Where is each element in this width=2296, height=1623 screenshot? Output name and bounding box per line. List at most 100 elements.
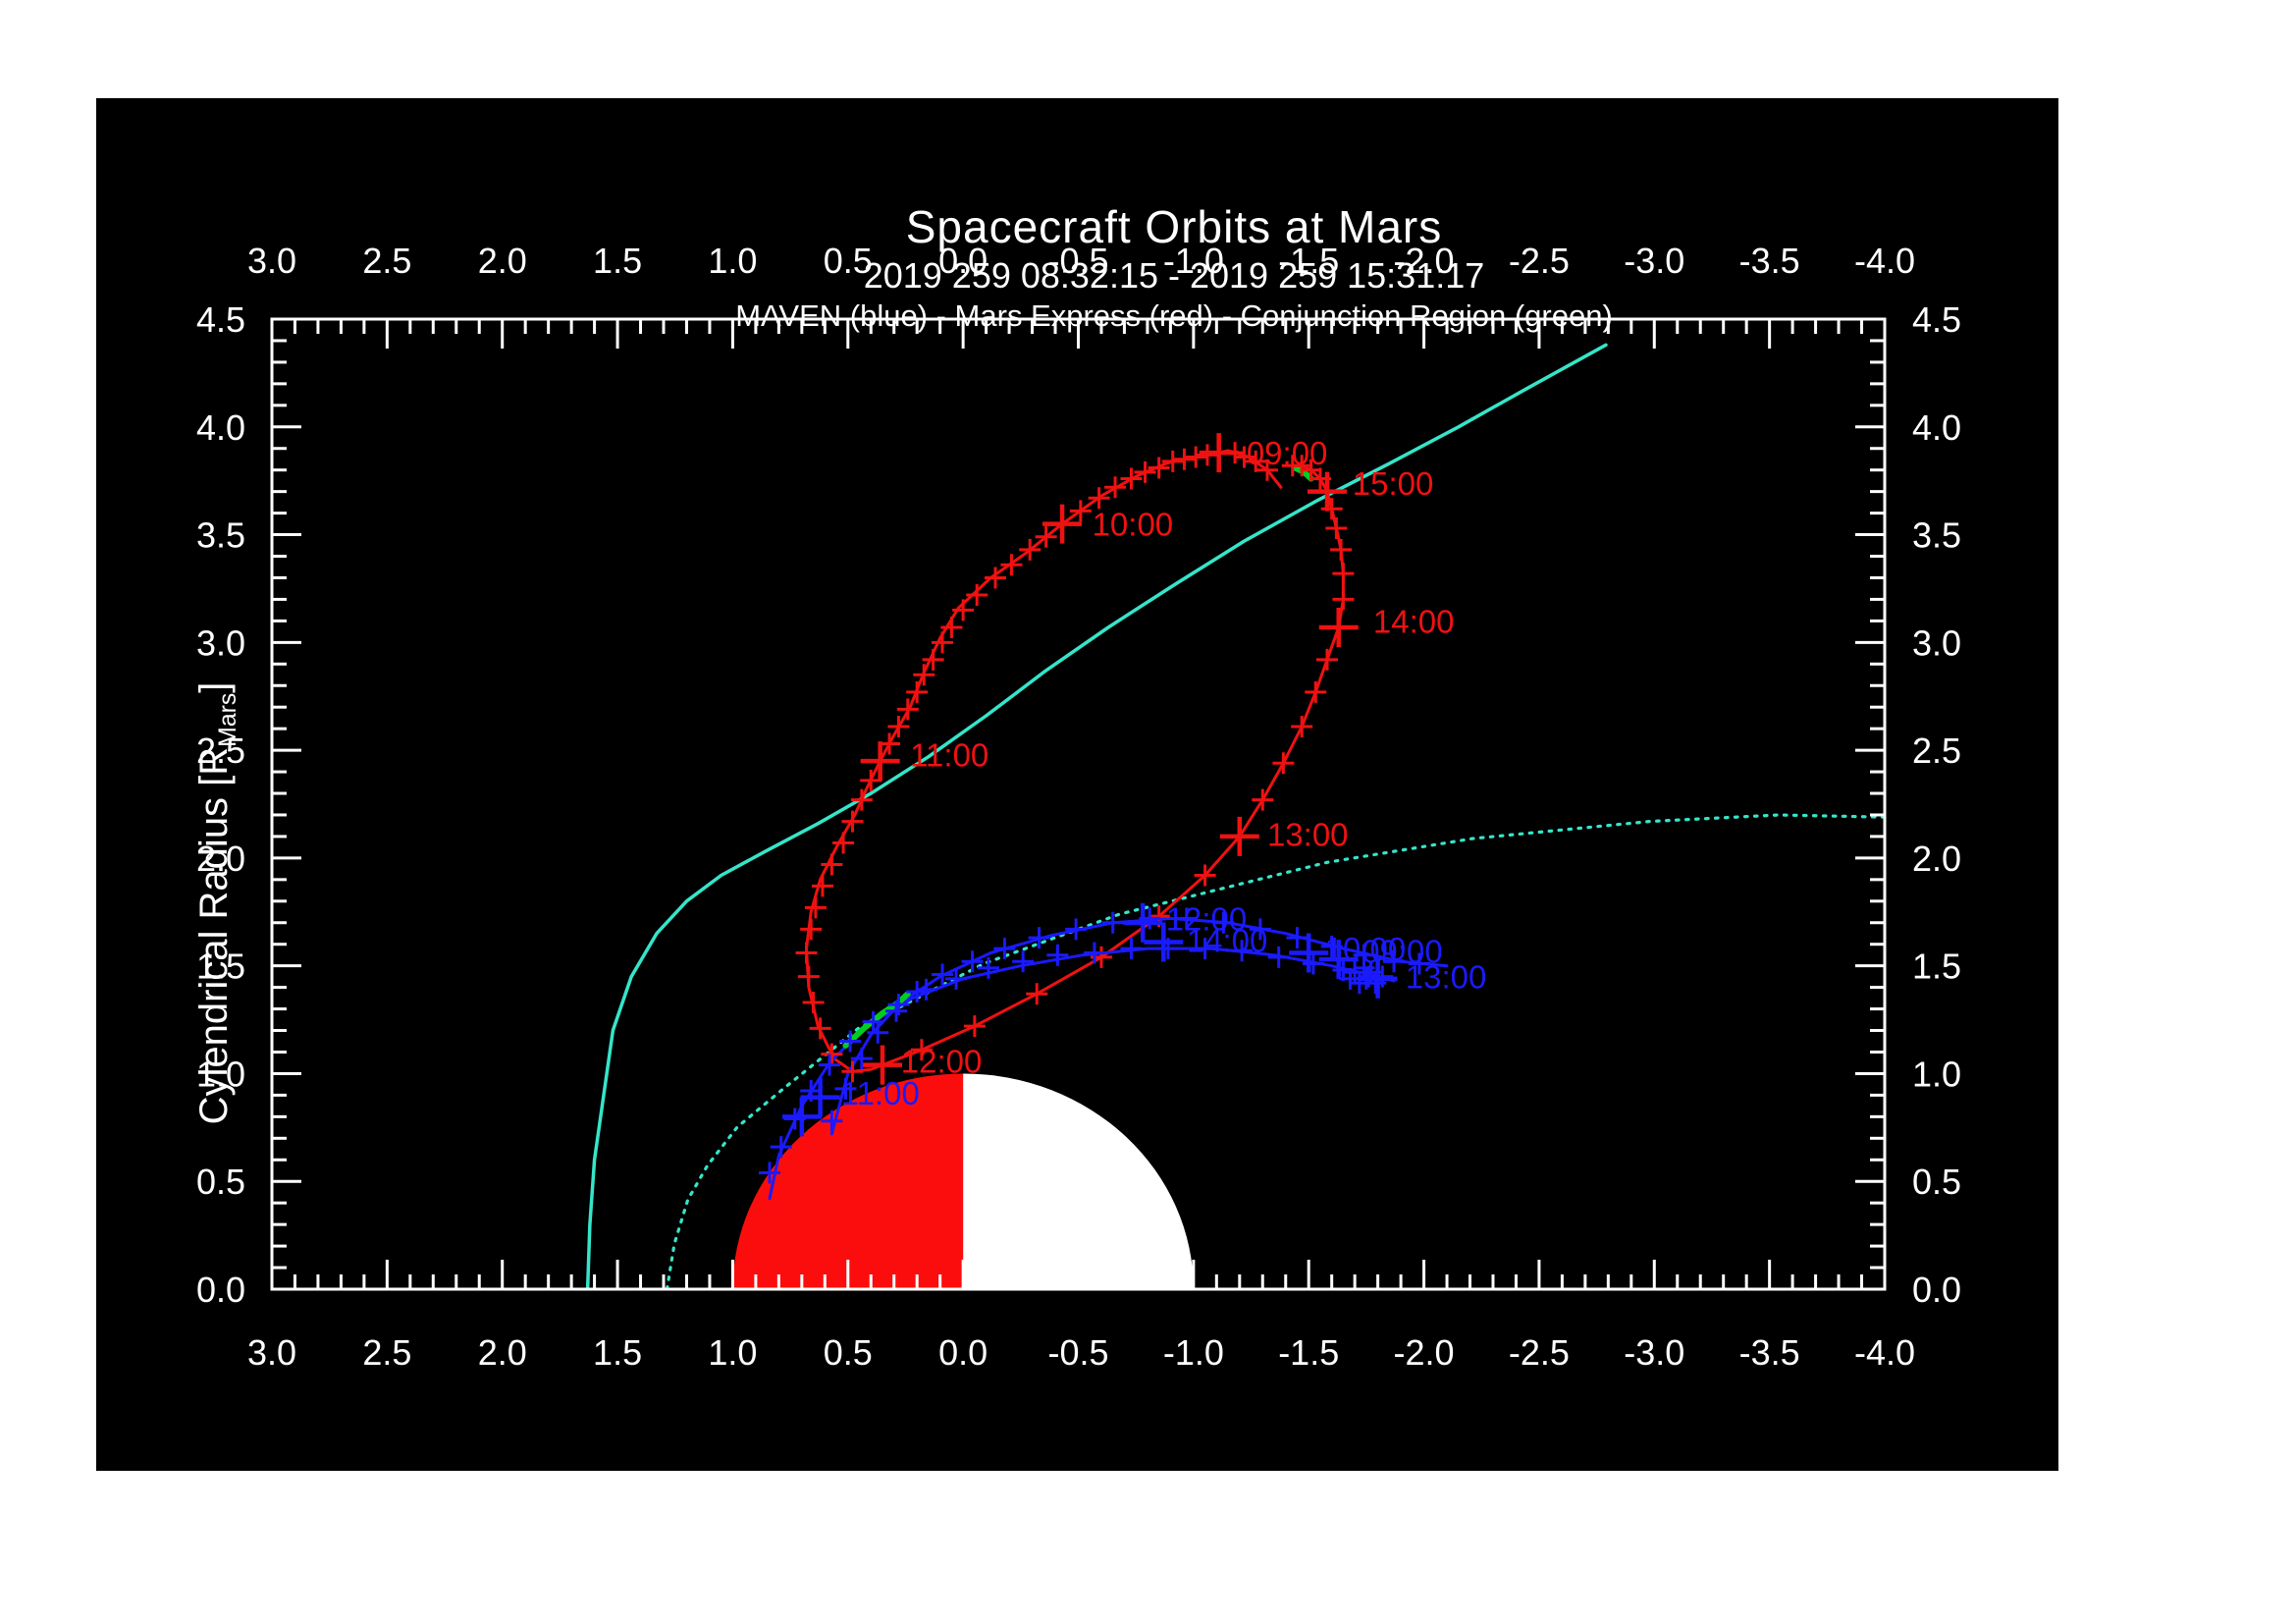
mars-express-orbit-tick-mark: [922, 648, 944, 671]
mars-express-orbit-tick-mark: [1252, 788, 1274, 811]
x-tick-label-bottom: 0.0: [938, 1332, 988, 1373]
y-tick-label-left: 4.5: [196, 299, 245, 340]
x-tick-label-bottom: -3.5: [1739, 1332, 1800, 1373]
mars-express-orbit-tick-mark: [841, 1060, 864, 1083]
mars-express-orbit-tick-mark: [850, 788, 873, 811]
mars-dayside-half: [732, 1073, 964, 1289]
mars-express-orbit-hour-mark: [860, 741, 900, 782]
x-tick-label-top: 0.5: [824, 241, 873, 281]
x-tick-label-top: 0.0: [938, 241, 988, 281]
magnetic-pileup-boundary-path: [665, 813, 1885, 1289]
x-tick-label-top: 2.5: [362, 241, 411, 281]
x-tick-label-bottom: 2.0: [478, 1332, 527, 1373]
mars-express-orbit-tick-mark: [963, 1015, 986, 1038]
mars-express-orbit-hour-mark: [1042, 504, 1083, 544]
mars-express-orbit-hour-mark: [1307, 471, 1347, 512]
maven-orbit-pass-1-hour-mark: [1144, 922, 1184, 962]
x-tick-label-top: -1.5: [1278, 241, 1339, 281]
maven-orbit-pass-2-tick-mark: [1348, 972, 1370, 995]
mars-express-orbit-tick-mark: [1281, 455, 1304, 477]
maven-orbit-pass-1-tick-mark: [1101, 911, 1124, 934]
maven-orbit-pass-2-tick-mark: [839, 1030, 862, 1053]
mars-express-orbit-tick-mark: [1315, 648, 1338, 671]
x-tick-label-bottom: -1.0: [1163, 1332, 1224, 1373]
y-tick-label-left: 2.5: [196, 730, 245, 771]
mars-express-orbit-tick-mark: [1035, 525, 1057, 548]
x-tick-label-bottom: 2.5: [362, 1332, 411, 1373]
maven-orbit-pass-2-hour-mark: [1358, 958, 1398, 999]
x-tick-label-bottom: -4.0: [1854, 1332, 1915, 1373]
maven-orbit-pass-1-tick-mark: [993, 938, 1016, 960]
x-tick-label-top: 1.0: [708, 241, 757, 281]
y-tick-label-left: 2.0: [196, 839, 245, 879]
maven-orbit-pass-1-tick-mark: [932, 963, 954, 986]
x-tick-label-bottom: 0.5: [824, 1332, 873, 1373]
maven-orbit-pass-2-tick-mark: [1302, 952, 1324, 975]
mars-express-orbit-tick-mark: [1291, 715, 1313, 737]
maven-orbit-pass-2-tick-mark: [1353, 956, 1375, 979]
time-label-red: 13:00: [1267, 817, 1349, 853]
y-tick-label-left: 1.0: [196, 1054, 245, 1094]
x-tick-label-bottom: -1.5: [1278, 1332, 1339, 1373]
maven-orbit-pass-1-tick-mark: [906, 981, 929, 1003]
maven-orbit-pass-2-tick-mark: [1194, 938, 1216, 960]
mars-express-orbit-tick-mark: [1173, 448, 1196, 470]
time-label-blue: 12:00: [1166, 900, 1248, 937]
mars-express-orbit-tick-mark: [932, 631, 954, 654]
bow-shock-boundary-path: [585, 343, 1608, 1289]
conjunction-region-maven-path: [842, 991, 911, 1049]
maven-orbit-pass-2-tick-mark: [1267, 946, 1290, 968]
x-tick-label-bottom: 1.5: [593, 1332, 642, 1373]
maven-orbit-pass-2-tick-mark: [1012, 950, 1035, 973]
x-axis-title: XMSO [RMars = 3389.5 km]: [96, 1488, 2252, 1539]
maven-orbit-pass-2-tick-mark: [945, 967, 968, 990]
axis-title-text: = 3389.5 km]: [1147, 1488, 1387, 1532]
y-tick-label-right: 2.0: [1912, 839, 1961, 879]
axis-title-text: [R: [1042, 1488, 1094, 1532]
mars-express-orbit-tick-mark: [1088, 487, 1110, 510]
y-tick-label-left: 0.5: [196, 1162, 245, 1202]
mars-express-orbit-tick-mark: [952, 599, 975, 622]
x-tick-label-bottom: -2.0: [1394, 1332, 1455, 1373]
time-label-blue: 10:00: [1325, 931, 1407, 967]
maven-orbit-pass-2-tick-mark: [819, 1054, 841, 1076]
x-tick-label-bottom: -0.5: [1047, 1332, 1108, 1373]
maven-orbit-pass-1-tick-mark: [1383, 950, 1406, 973]
y-tick-label-right: 4.0: [1912, 407, 1961, 448]
axis-ticks: [270, 317, 1887, 1291]
mars-nightside-half: [963, 1073, 1194, 1289]
maven-orbit-pass-2-tick-mark: [1046, 944, 1069, 966]
time-label-red: 09:00: [1247, 435, 1328, 471]
y-tick-label-right: 3.0: [1912, 622, 1961, 663]
mars-express-orbit-tick-mark: [1245, 450, 1267, 472]
maven-orbit-pass-2-hour-mark: [781, 1097, 822, 1137]
x-tick-label-top: -2.0: [1394, 241, 1455, 281]
maven-orbit-pass-1-tick-mark: [1175, 907, 1198, 930]
mars-express-orbit-tick-mark: [811, 875, 833, 897]
mars-express-orbit-tick-mark: [1272, 752, 1295, 775]
time-label-red: 11:00: [910, 737, 988, 774]
x-tick-label-top: -2.5: [1509, 241, 1570, 281]
x-tick-label-top: -3.0: [1624, 241, 1684, 281]
mars-express-orbit-tick-mark: [1000, 554, 1023, 576]
mars-express-orbit-tick-mark: [906, 680, 929, 703]
mars-express-orbit-tick-mark: [1255, 459, 1278, 481]
mars-express-orbit-tick-mark: [1161, 450, 1184, 472]
mars-express-orbit-tick-mark: [1026, 983, 1048, 1005]
x-tick-label-bottom: 3.0: [247, 1332, 296, 1373]
mars-express-orbit-tick-mark: [1330, 538, 1353, 561]
maven-orbit-pass-1-tick-mark: [834, 1077, 857, 1100]
mars-express-orbit-hour-mark: [1199, 433, 1239, 473]
mars-express-orbit-tick-mark: [841, 810, 864, 833]
maven-orbit-pass-2-hour-mark: [800, 1077, 840, 1117]
mars-express-orbit-tick-mark: [821, 853, 843, 876]
mars-express-orbit-tick-mark: [795, 942, 818, 964]
maven-orbit-pass-2-tick-mark: [977, 956, 999, 979]
mars-express-orbit-tick-mark: [887, 715, 910, 737]
maven-orbit-pass-2-tick-mark: [1083, 942, 1105, 964]
maven-orbit-pass-2-tick-mark: [887, 994, 910, 1016]
maven-orbit-pass-2-hour-mark: [1318, 940, 1359, 980]
mars-express-orbit-tick-mark: [985, 567, 1006, 589]
